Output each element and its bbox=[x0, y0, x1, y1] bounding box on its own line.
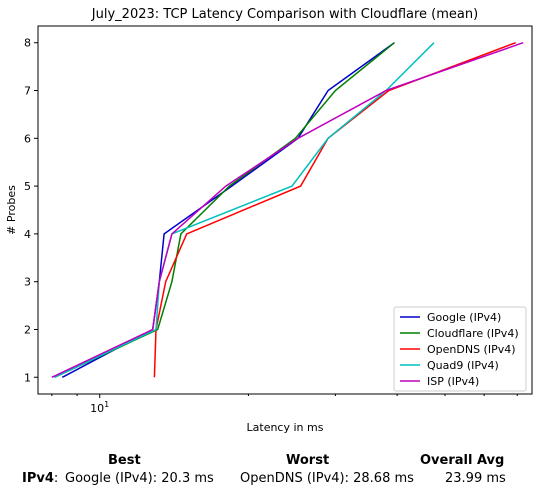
x-tick-label: 101 bbox=[90, 400, 109, 415]
best-header: Best bbox=[108, 453, 141, 468]
legend-label: Quad9 (IPv4) bbox=[427, 359, 499, 372]
overall-header: Overall Avg bbox=[420, 453, 505, 468]
row-label-group: IPv4: bbox=[22, 471, 58, 486]
worst-value: OpenDNS (IPv4): 28.68 ms bbox=[240, 471, 414, 486]
stats-panel: Best Worst Overall Avg IPv4: Google (IPv… bbox=[0, 450, 541, 496]
series-lines bbox=[51, 41, 524, 378]
y-tick-label: 5 bbox=[24, 180, 31, 193]
y-tick-label: 6 bbox=[24, 132, 31, 145]
series-line bbox=[54, 42, 435, 378]
legend-label: Cloudflare (IPv4) bbox=[427, 327, 519, 340]
latency-chart: July_2023: TCP Latency Comparison with C… bbox=[5, 7, 533, 434]
chart-title: July_2023: TCP Latency Comparison with C… bbox=[91, 7, 478, 22]
row-separator: : bbox=[53, 471, 59, 486]
legend: Google (IPv4) Cloudflare (IPv4) OpenDNS (I… bbox=[393, 306, 527, 392]
y-tick-label: 1 bbox=[24, 371, 31, 384]
y-tick-label: 8 bbox=[24, 37, 31, 50]
best-value: Google (IPv4): 20.3 ms bbox=[65, 471, 214, 486]
legend-label: ISP (IPv4) bbox=[427, 375, 479, 388]
y-axis-ticks: 1 2 3 4 5 6 7 8 bbox=[24, 37, 38, 384]
series-line bbox=[153, 41, 516, 378]
x-axis-ticks: 101 bbox=[51, 394, 518, 415]
y-tick-label: 7 bbox=[24, 85, 31, 98]
y-tick-label: 2 bbox=[24, 323, 31, 336]
worst-header: Worst bbox=[286, 453, 330, 468]
x-axis-label: Latency in ms bbox=[247, 421, 324, 434]
y-tick-label: 4 bbox=[24, 228, 31, 241]
row-label: IPv4 bbox=[22, 471, 54, 486]
y-tick-label: 3 bbox=[24, 276, 31, 289]
series-line bbox=[51, 41, 524, 378]
legend-box bbox=[393, 306, 527, 392]
legend-label: Google (IPv4) bbox=[427, 311, 501, 324]
series-line bbox=[54, 42, 395, 378]
overall-value: 23.99 ms bbox=[445, 471, 506, 486]
y-axis-label: # Probes bbox=[5, 185, 18, 235]
legend-label: OpenDNS (IPv4) bbox=[427, 343, 516, 356]
